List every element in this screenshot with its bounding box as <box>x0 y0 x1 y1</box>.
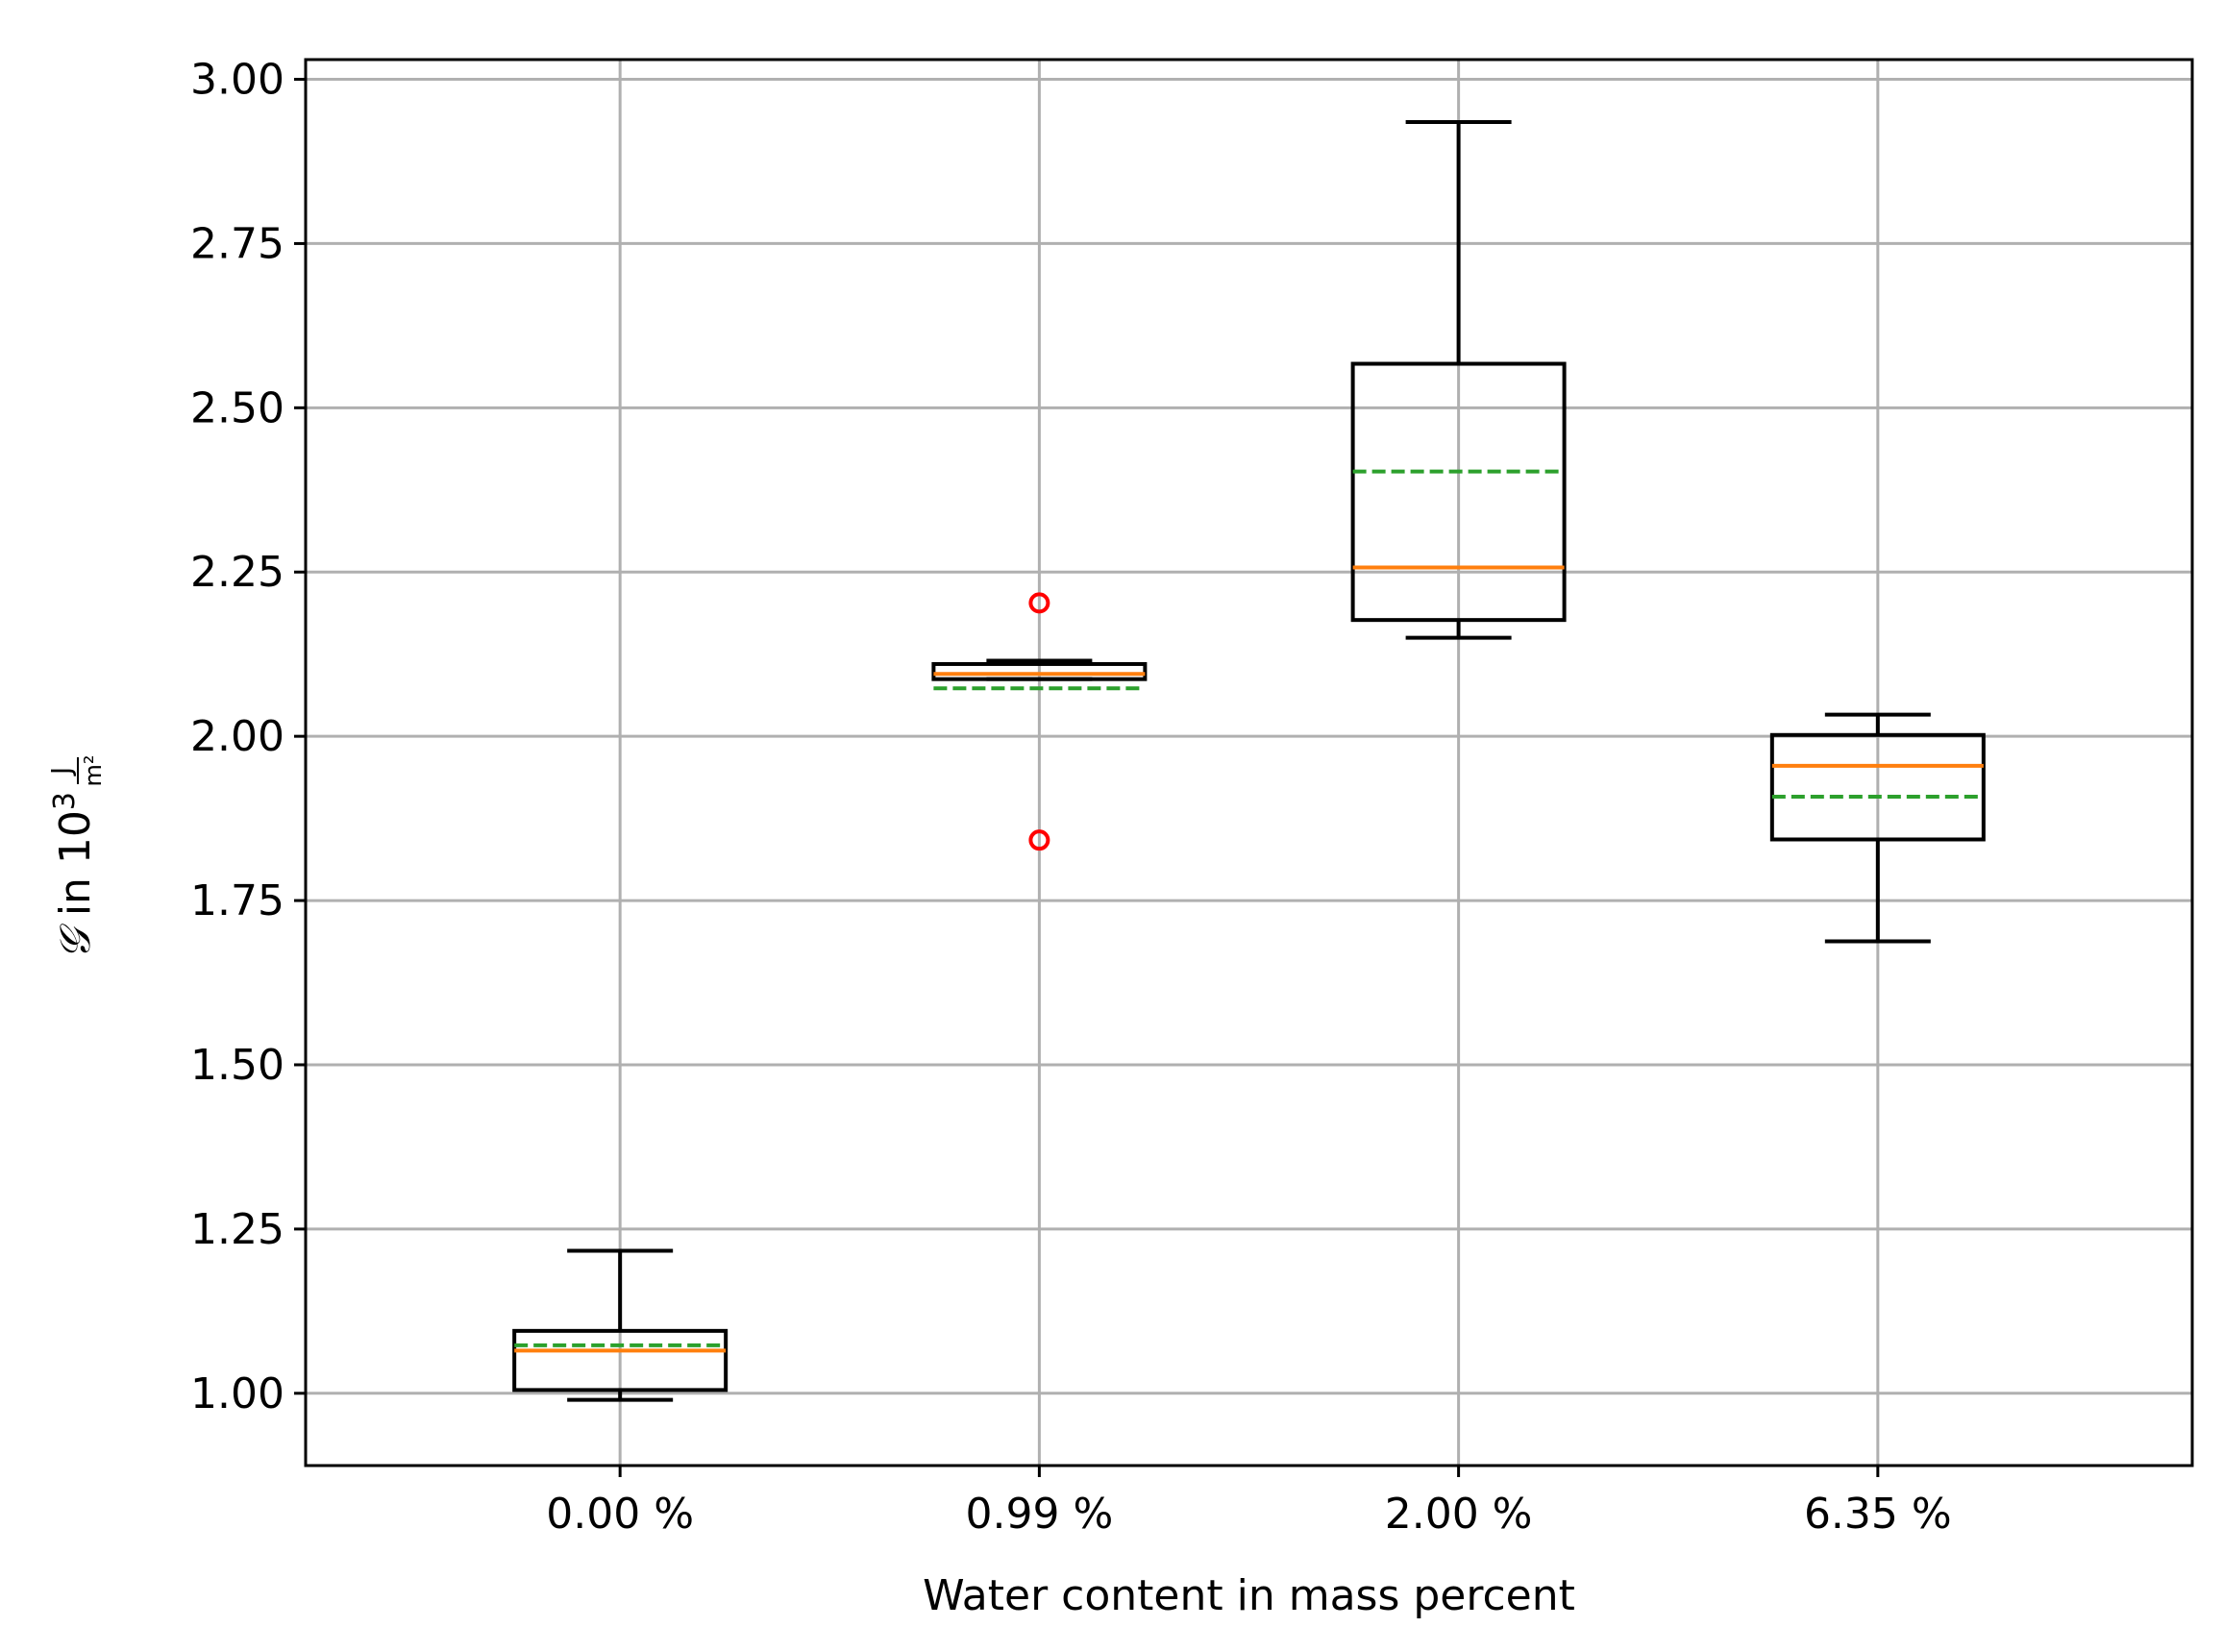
x-tick-label: 6.35 % <box>1804 1490 1952 1539</box>
box-iqr <box>1769 732 1986 842</box>
y-tick-label: 1.25 <box>190 1205 284 1254</box>
y-tick-label: 2.50 <box>190 383 284 432</box>
box-iqr <box>1350 361 1567 623</box>
y-tick-label: 3.00 <box>190 56 284 105</box>
y-tick-label: 1.00 <box>190 1369 284 1418</box>
y-axis-unit-numerator: J <box>45 767 77 777</box>
x-axis: 0.00 % 0.99 % 2.00 % 6.35 % <box>546 1466 1952 1539</box>
plot-area <box>512 119 1986 1402</box>
box-iqr <box>931 661 1148 681</box>
grid <box>306 60 2192 1466</box>
box-4 <box>1769 712 1986 944</box>
outlier-point <box>1028 592 1050 614</box>
x-tick-label: 0.00 % <box>546 1490 694 1539</box>
box-3 <box>1350 119 1567 640</box>
box-1 <box>512 1248 729 1402</box>
y-tick-label: 1.50 <box>190 1041 284 1090</box>
y-axis-in: in 10 <box>51 810 100 929</box>
y-tick-label: 2.75 <box>190 219 284 268</box>
y-axis-title: 𝒢 in 103 J m² <box>45 755 107 960</box>
axes-frame <box>304 58 2194 1467</box>
y-tick-label: 2.00 <box>190 712 284 761</box>
x-tick-label: 0.99 % <box>966 1490 1114 1539</box>
svg-text:𝒢 in 103: 𝒢 in 103 <box>48 792 100 960</box>
box-iqr <box>512 1328 729 1393</box>
y-axis: 1.00 1.25 1.50 1.75 2.00 2.25 2.50 2.75 3.00 <box>190 56 306 1418</box>
x-tick-label: 2.00 % <box>1385 1490 1533 1539</box>
x-axis-title: Water content in mass percent <box>923 1571 1575 1620</box>
y-axis-unit-denominator: m² <box>80 755 107 787</box>
y-tick-label: 2.25 <box>190 548 284 597</box>
y-tick-label: 1.75 <box>190 876 284 925</box>
outlier-point <box>1028 829 1050 851</box>
y-axis-exponent: 3 <box>48 792 82 810</box>
box-2 <box>931 592 1148 851</box>
